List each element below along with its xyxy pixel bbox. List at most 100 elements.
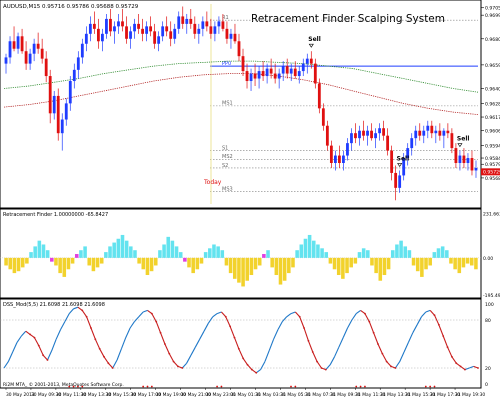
candle-body — [442, 130, 446, 136]
dss-segment — [286, 313, 292, 318]
dss-segment — [42, 354, 48, 361]
retracement-bar — [382, 257, 387, 276]
retracement-bar — [378, 257, 383, 281]
retracement-bar — [58, 257, 62, 274]
dss-point — [372, 331, 375, 334]
dss-guides — [0, 319, 481, 369]
candle-body — [289, 68, 293, 74]
candle-body — [269, 68, 273, 74]
dss-overbought-marker — [142, 385, 145, 388]
dss-segment — [364, 313, 370, 322]
retracement-tick-label: -195.4984 — [483, 293, 500, 299]
dss-point — [224, 315, 227, 318]
candle-body — [153, 31, 157, 44]
sell-signals: Sell Sell Sell — [308, 36, 469, 168]
candle-body — [414, 130, 418, 139]
candle-body — [189, 18, 193, 24]
dss-segment — [316, 361, 322, 369]
pivot-label: S2 — [222, 163, 228, 169]
dss-segment — [355, 309, 361, 315]
retracement-bar — [461, 257, 466, 268]
retracement-bar — [415, 257, 420, 272]
candle-body — [213, 26, 217, 34]
retracement-bars — [0, 234, 481, 287]
dss-point — [46, 359, 49, 361]
dss-segment — [94, 338, 101, 350]
dss-tick-label: 0 — [485, 382, 488, 388]
candle-body — [24, 51, 28, 64]
price-tick-label: 0.95940 — [485, 144, 500, 150]
candle-body — [293, 68, 297, 77]
dss-segment — [325, 364, 331, 370]
retracement-bar — [203, 252, 208, 258]
retracement-bar — [287, 257, 291, 274]
dss-segment — [68, 308, 74, 314]
candle-body — [273, 73, 277, 79]
dss-segment — [64, 313, 70, 322]
candle-body — [76, 57, 80, 70]
dss-segment — [351, 313, 357, 321]
dss-segment — [151, 313, 157, 322]
retracement-bar — [345, 257, 349, 274]
dss-tick-label: 20 — [485, 366, 491, 372]
retracement-bar — [162, 244, 166, 258]
dss-segment — [342, 327, 349, 338]
retracement-bar — [465, 257, 470, 264]
retracement-bar — [270, 257, 274, 268]
candle-body — [446, 130, 450, 134]
retracement-bar — [29, 252, 33, 258]
dss-point — [311, 351, 314, 353]
retracement-bar — [374, 257, 378, 274]
price-tick-label: 0.96590 — [485, 63, 500, 69]
dss-point — [477, 367, 479, 369]
retracement-bar — [33, 246, 37, 258]
retracement-bar — [303, 238, 308, 258]
retracement-bar — [129, 246, 133, 258]
candle-body — [141, 28, 144, 34]
retracement-bar — [336, 257, 341, 276]
retracement-bar — [41, 244, 46, 258]
dss-line — [3, 306, 479, 374]
retracement-bar — [45, 250, 50, 258]
retracement-bar — [25, 257, 29, 264]
candle-body — [301, 63, 305, 72]
candle-body — [386, 135, 390, 151]
retracement-bar — [220, 250, 225, 258]
dss-segment — [112, 359, 118, 369]
retracement-bar — [474, 257, 478, 270]
dss-segment — [160, 332, 166, 345]
candle-body — [40, 48, 44, 59]
dss-segment — [264, 350, 270, 362]
dss-overbought-marker — [146, 385, 149, 388]
candle-body — [470, 158, 474, 171]
dss-point — [81, 309, 84, 312]
candle-body — [80, 43, 84, 58]
retracement-bar — [424, 257, 428, 270]
dss-segment — [164, 343, 170, 354]
dss-point — [303, 327, 305, 329]
dss-point — [242, 357, 245, 360]
pivot-label: MS1 — [222, 101, 233, 107]
dss-point — [316, 360, 319, 363]
dss-segment — [238, 348, 244, 359]
dss-segment — [216, 311, 222, 315]
dss-point — [437, 323, 440, 326]
candle-body — [193, 23, 197, 34]
retracement-bar — [440, 246, 445, 258]
dss-segment — [73, 306, 79, 310]
dss-point — [451, 355, 453, 358]
dss-segment — [60, 321, 66, 330]
retracement-bar — [266, 250, 270, 258]
retracement-bar — [153, 257, 158, 266]
retracement-bar — [8, 257, 13, 270]
time-tick-label: 31 May 05:30 — [280, 392, 310, 398]
dss-point — [307, 339, 310, 342]
retracement-bar — [469, 257, 474, 266]
candle-body — [117, 21, 120, 27]
retracement-bar — [54, 257, 58, 266]
dss-segment — [181, 362, 188, 369]
retracement-title: Retracement Finder 1.00000000 -65.8427 — [3, 212, 108, 218]
dss-segment — [86, 316, 92, 329]
retracement-bar — [245, 257, 250, 281]
dss-segment — [368, 321, 375, 333]
